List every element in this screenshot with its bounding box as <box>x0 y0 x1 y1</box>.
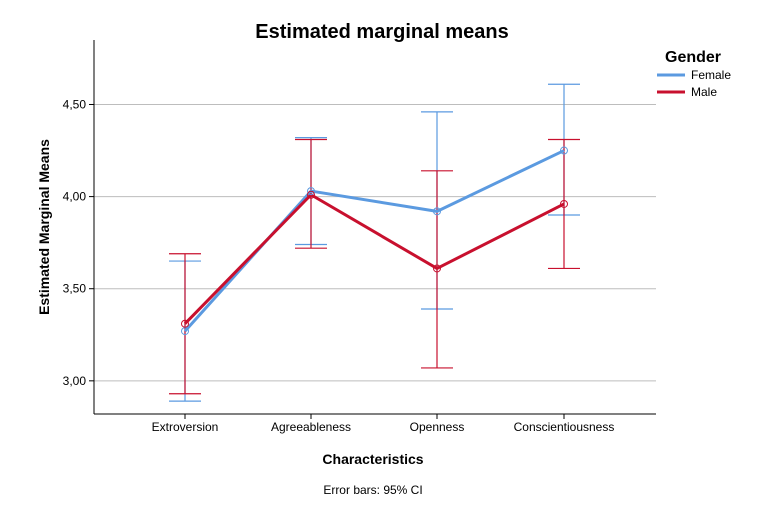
series-line-female <box>183 149 565 333</box>
legend: Gender Female Male <box>657 49 731 99</box>
x-tick-label: Agreeableness <box>271 420 351 434</box>
grid-layer <box>94 103 656 382</box>
x-axis-title: Characteristics <box>322 451 423 467</box>
chart-title: Estimated marginal means <box>255 21 508 43</box>
y-axis-title: Estimated Marginal Means <box>36 139 52 315</box>
y-tick-labels: 3,00 3,50 4,00 4,50 <box>63 97 94 388</box>
y-tick-label: 4,50 <box>63 97 87 111</box>
y-tick-label: 3,50 <box>63 282 87 296</box>
series-lines <box>183 149 565 333</box>
legend-label-female: Female <box>691 68 731 82</box>
data-point-female <box>560 146 568 155</box>
data-point-male <box>560 199 568 208</box>
x-tick-label: Extroversion <box>152 420 219 434</box>
data-point-male <box>307 190 315 199</box>
x-tick-labels: Extroversion Agreeableness Openness Conscie… <box>152 414 615 434</box>
legend-title: Gender <box>665 49 721 66</box>
series-line-male <box>183 193 565 325</box>
data-point-male <box>181 319 189 328</box>
y-tick-label: 3,00 <box>63 374 87 388</box>
x-tick-label: Conscientiousness <box>514 420 615 434</box>
footnote: Error bars: 95% CI <box>323 483 422 497</box>
data-point-female <box>433 207 441 216</box>
data-point-male <box>433 264 441 273</box>
legend-label-male: Male <box>691 85 717 99</box>
data-point-female <box>307 187 315 196</box>
x-tick-label: Openness <box>410 420 465 434</box>
error-bars <box>169 83 580 402</box>
series-markers <box>181 146 568 336</box>
y-tick-label: 4,00 <box>63 190 87 204</box>
